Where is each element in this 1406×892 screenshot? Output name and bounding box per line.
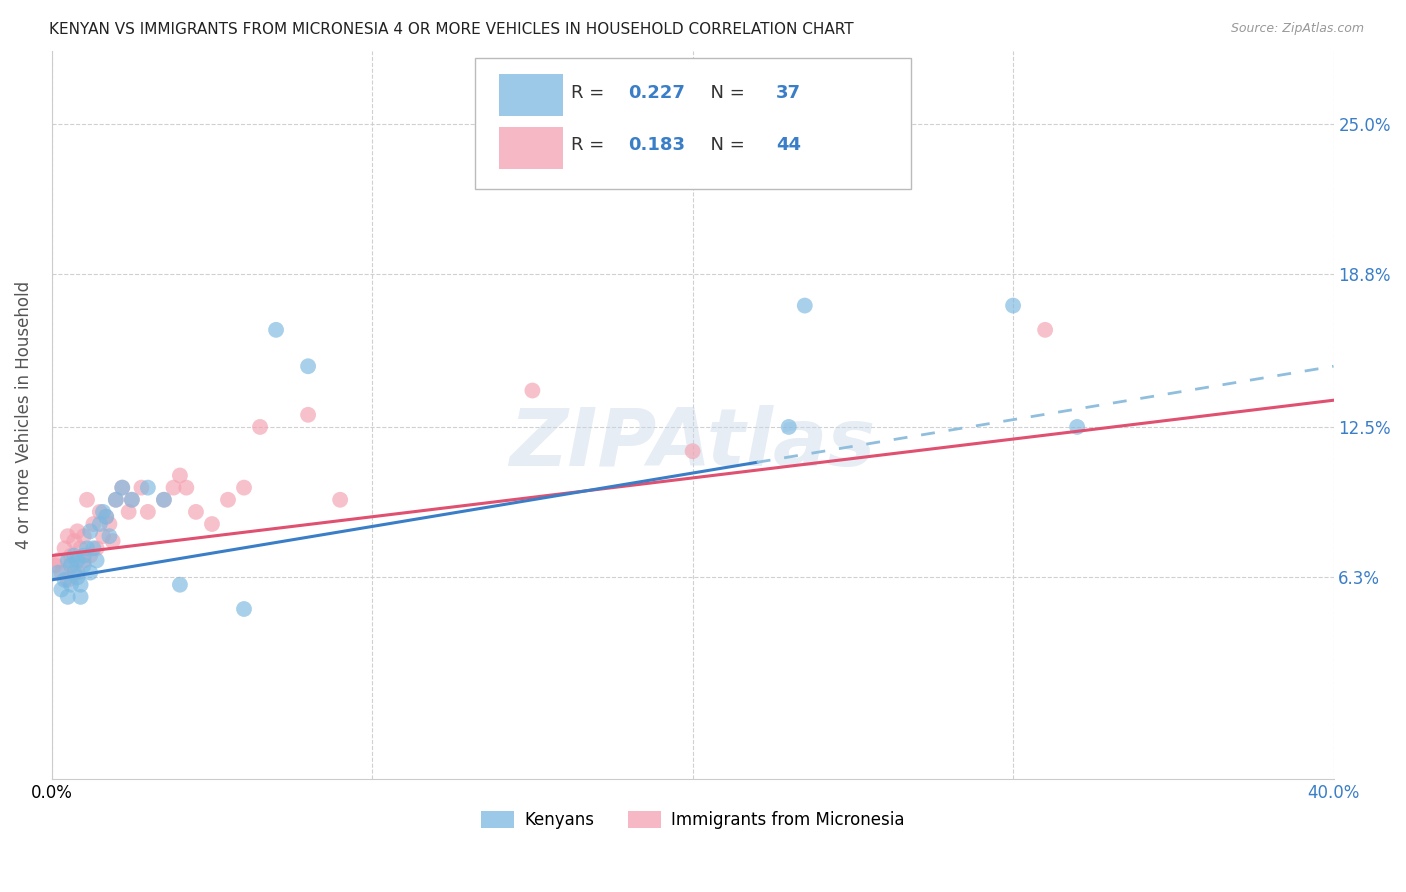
Point [1002, 299, 1025, 313]
Point [89, 516, 111, 531]
Point [153, 492, 176, 507]
Text: R =: R = [571, 136, 610, 154]
Point [136, 481, 159, 495]
Point [96, 509, 118, 524]
Text: KENYAN VS IMMIGRANTS FROM MICRONESIA 4 OR MORE VEHICLES IN HOUSEHOLD CORRELATION: KENYAN VS IMMIGRANTS FROM MICRONESIA 4 O… [49, 22, 853, 37]
Point [76, 541, 98, 556]
Point [101, 534, 124, 549]
Point [53, 573, 76, 587]
Point [162, 481, 184, 495]
Point [59, 578, 82, 592]
Point [63, 549, 86, 563]
Point [73, 549, 96, 563]
Point [44, 558, 66, 573]
Point [98, 516, 121, 531]
Point [79, 566, 101, 580]
Point [59, 558, 82, 573]
Point [297, 359, 319, 374]
Point [793, 299, 815, 313]
Text: N =: N = [699, 84, 751, 102]
Point [73, 558, 96, 573]
Point [56, 590, 79, 604]
Text: 37: 37 [776, 84, 801, 102]
Point [118, 505, 141, 519]
Y-axis label: 4 or more Vehicles in Household: 4 or more Vehicles in Household [15, 281, 32, 549]
Point [233, 602, 256, 616]
Point [233, 481, 256, 495]
Text: ZIPAtlas: ZIPAtlas [509, 405, 876, 483]
Point [201, 516, 224, 531]
Legend: Kenyans, Immigrants from Micronesia: Kenyans, Immigrants from Micronesia [474, 805, 911, 836]
Text: N =: N = [699, 136, 751, 154]
Point [104, 492, 127, 507]
Point [778, 420, 800, 434]
Point [217, 492, 239, 507]
Point [51, 566, 73, 580]
Point [169, 468, 191, 483]
Point [264, 323, 287, 337]
Point [51, 582, 73, 597]
Text: 0.227: 0.227 [628, 84, 685, 102]
FancyBboxPatch shape [475, 58, 911, 189]
Point [249, 420, 271, 434]
Point [91, 505, 114, 519]
Point [329, 492, 352, 507]
Point [136, 505, 159, 519]
Point [104, 492, 127, 507]
Point [153, 492, 176, 507]
Text: R =: R = [571, 84, 610, 102]
Point [69, 578, 91, 592]
Point [63, 534, 86, 549]
Point [184, 505, 207, 519]
Point [63, 566, 86, 580]
Point [111, 481, 134, 495]
Point [1066, 420, 1088, 434]
Point [66, 566, 89, 580]
Point [86, 541, 108, 556]
FancyBboxPatch shape [499, 74, 564, 116]
Text: 44: 44 [776, 136, 801, 154]
Point [66, 524, 89, 539]
Point [682, 444, 704, 458]
Point [131, 481, 153, 495]
Point [86, 553, 108, 567]
Point [553, 141, 575, 155]
Point [66, 553, 89, 567]
Point [82, 516, 104, 531]
Point [89, 505, 111, 519]
Point [79, 549, 101, 563]
Point [46, 553, 69, 567]
Point [76, 492, 98, 507]
Point [1033, 323, 1056, 337]
Point [98, 529, 121, 543]
Point [121, 492, 143, 507]
Point [73, 529, 96, 543]
Point [73, 553, 96, 567]
Point [522, 384, 544, 398]
Text: Source: ZipAtlas.com: Source: ZipAtlas.com [1230, 22, 1364, 36]
Point [69, 541, 91, 556]
FancyBboxPatch shape [499, 128, 564, 169]
Point [176, 481, 198, 495]
Point [82, 541, 104, 556]
Point [111, 481, 134, 495]
Point [297, 408, 319, 422]
Point [96, 509, 118, 524]
Point [169, 578, 191, 592]
Point [59, 558, 82, 573]
Point [121, 492, 143, 507]
Text: 0.183: 0.183 [628, 136, 686, 154]
Point [53, 541, 76, 556]
Point [56, 529, 79, 543]
Point [69, 590, 91, 604]
Point [59, 549, 82, 563]
Point [91, 529, 114, 543]
Point [56, 573, 79, 587]
Point [56, 553, 79, 567]
Point [46, 566, 69, 580]
Point [66, 570, 89, 584]
Point [79, 524, 101, 539]
